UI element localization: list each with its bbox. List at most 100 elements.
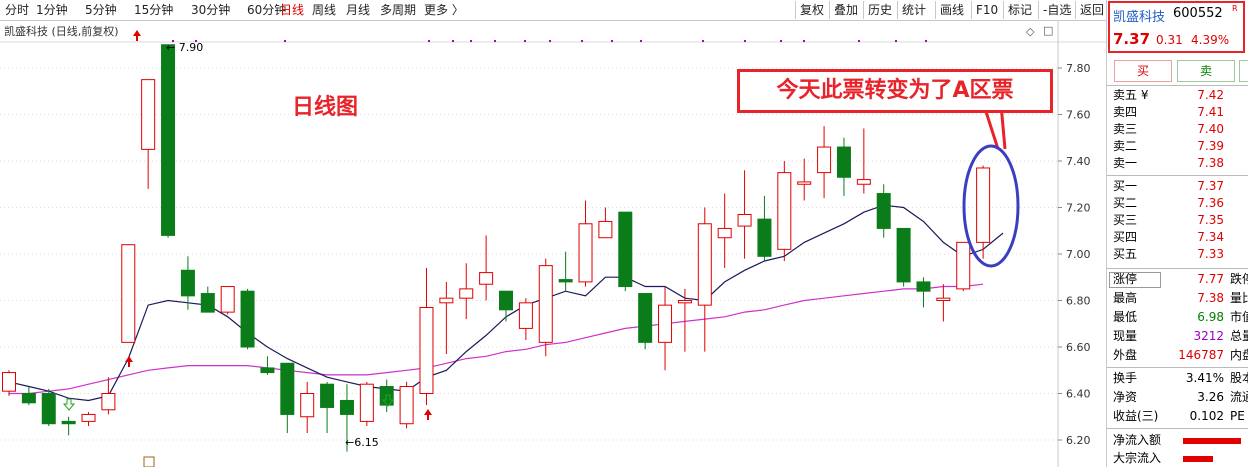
y-tick-label: 7.00 (1066, 248, 1091, 261)
ask-row-1[interactable]: 卖一 7.38 (1107, 155, 1248, 172)
tf-5min[interactable]: 5分钟 (85, 3, 117, 17)
candle-down (200, 286, 215, 313)
bid-label: 买三 (1113, 213, 1138, 227)
stat-turnover: 换手 3.41% 股本 (1107, 370, 1248, 387)
tf-15min[interactable]: 15分钟 (134, 3, 174, 17)
separator (1107, 175, 1248, 176)
kline-chart-svg[interactable]: 7.80 7.60 7.40 7.20 7.00 6.80 6.60 6.40 6.20 (0, 20, 1106, 468)
quote-header-highlight (1108, 1, 1245, 53)
tf-1min[interactable]: 1分钟 (36, 3, 68, 17)
limit-up-label-box (1109, 272, 1161, 288)
stock-name[interactable]: 凯盛科技 (1113, 10, 1166, 25)
event-marker (895, 40, 897, 42)
candle-down (280, 362, 295, 434)
tool-history[interactable]: 历史 (863, 1, 896, 19)
ask-row-2[interactable]: 卖二 7.39 (1107, 138, 1248, 155)
tool-mark[interactable]: 标记 (1003, 1, 1036, 19)
callout-box: 今天此票转变为了A区票 (737, 69, 1053, 113)
tool-watchlist[interactable]: -自选 (1038, 1, 1075, 19)
bid-row-1[interactable]: 买一 7.37 (1107, 178, 1248, 195)
stat-eps: 收益(三) 0.102 PE (1107, 408, 1248, 425)
event-marker (780, 40, 782, 42)
tf-weekly[interactable]: 周线 (312, 3, 337, 17)
tool-f10[interactable]: F10 (971, 1, 1002, 19)
bid-row-5[interactable]: 买五 7.33 (1107, 246, 1248, 263)
candle-down (638, 293, 653, 350)
stat-label: 最高 (1113, 291, 1138, 305)
y-tick-label: 7.40 (1066, 155, 1091, 168)
buy-button[interactable]: 买 (1114, 60, 1172, 82)
candle-up (817, 126, 832, 199)
bid-label: 买四 (1113, 230, 1138, 244)
event-marker (858, 40, 860, 42)
flow-block-inflow: 大宗流入 (1107, 450, 1248, 467)
chart-subtitle: 凯盛科技 (日线,前复权) (4, 25, 119, 38)
event-marker (470, 40, 472, 42)
candle-up (479, 235, 494, 301)
candle-down (180, 256, 195, 310)
ask-label: 卖一 (1113, 156, 1138, 170)
bid-row-3[interactable]: 买三 7.35 (1107, 212, 1248, 229)
info-box-icon[interactable] (143, 456, 155, 468)
candle-up (101, 377, 116, 415)
candle-down (618, 211, 633, 292)
tf-intraday[interactable]: 分时 (5, 3, 30, 17)
kline-chart[interactable]: 7.80 7.60 7.40 7.20 7.00 6.80 6.60 6.40 6.20 凯盛科… (0, 20, 1106, 468)
bid-row-2[interactable]: 买二 7.36 (1107, 195, 1248, 212)
stat-label: 净资 (1113, 390, 1138, 404)
stat-outer-volume: 外盘 146787 内盘 (1107, 347, 1248, 364)
candle-down (916, 277, 931, 308)
bid-label: 买一 (1113, 179, 1138, 193)
separator (1107, 367, 1248, 368)
tf-60min[interactable]: 60分钟 (247, 3, 287, 17)
ask-price: 7.42 (1197, 88, 1224, 102)
ask-label: 卖四 (1113, 105, 1138, 119)
stat-label: 换手 (1113, 371, 1138, 385)
stat-value: 3212 (1193, 329, 1224, 343)
candle-up (459, 263, 474, 320)
ask-price: 7.40 (1197, 122, 1224, 136)
candle-down (161, 44, 176, 238)
candle-up (141, 79, 156, 189)
ask-price: 7.39 (1197, 139, 1224, 153)
candle-up (439, 281, 454, 354)
candle-up (777, 161, 792, 261)
candle-down (499, 290, 513, 322)
y-tick-label: 6.60 (1066, 341, 1091, 354)
sell-button[interactable]: 卖 (1177, 60, 1235, 82)
tf-monthly[interactable]: 月线 (346, 3, 371, 17)
tool-back[interactable]: 返回 (1075, 1, 1108, 19)
candle-down (558, 251, 573, 292)
tf-daily[interactable]: 日线 (280, 3, 305, 17)
candle-up (81, 412, 96, 427)
ask-row-5[interactable]: 卖五 ¥ 7.42 (1107, 87, 1248, 104)
event-marker (284, 40, 286, 42)
candle-up (518, 298, 533, 341)
ask-row-4[interactable]: 卖四 7.41 (1107, 104, 1248, 121)
tool-adjust[interactable]: 复权 (795, 1, 828, 19)
price-axis: 7.80 7.60 7.40 7.20 7.00 6.80 6.60 6.40 6.20 (1057, 20, 1091, 467)
tf-multi[interactable]: 多周期 (380, 3, 417, 17)
candle-up (538, 258, 553, 357)
tool-stats[interactable]: 统计 (897, 1, 930, 19)
tool-overlay[interactable]: 叠加 (829, 1, 862, 19)
tf-30min[interactable]: 30分钟 (191, 3, 231, 17)
collapse-icon[interactable]: □ (1043, 24, 1054, 37)
ask-row-3[interactable]: 卖三 7.40 (1107, 121, 1248, 138)
tool-draw[interactable]: 画线 (935, 1, 968, 19)
candle-up (419, 267, 434, 406)
high-price-label: ← 7.90 (166, 41, 204, 54)
high-price-value: 7.90 (178, 41, 204, 54)
candle-up (220, 286, 235, 315)
candle-down (836, 137, 851, 196)
event-marker (494, 40, 496, 42)
bid-label: 买五 (1113, 247, 1138, 261)
flow-label: 大宗流入 (1113, 451, 1162, 465)
candle-up (737, 170, 752, 259)
diamond-icon[interactable]: ◇ (1026, 25, 1035, 38)
tf-more[interactable]: 更多 〉 (424, 3, 464, 17)
y-tick-label: 7.60 (1066, 109, 1091, 122)
bid-row-4[interactable]: 买四 7.34 (1107, 229, 1248, 246)
margin-flag-badge: R (1232, 4, 1238, 13)
sell-signal-arrow-icon (62, 398, 76, 411)
